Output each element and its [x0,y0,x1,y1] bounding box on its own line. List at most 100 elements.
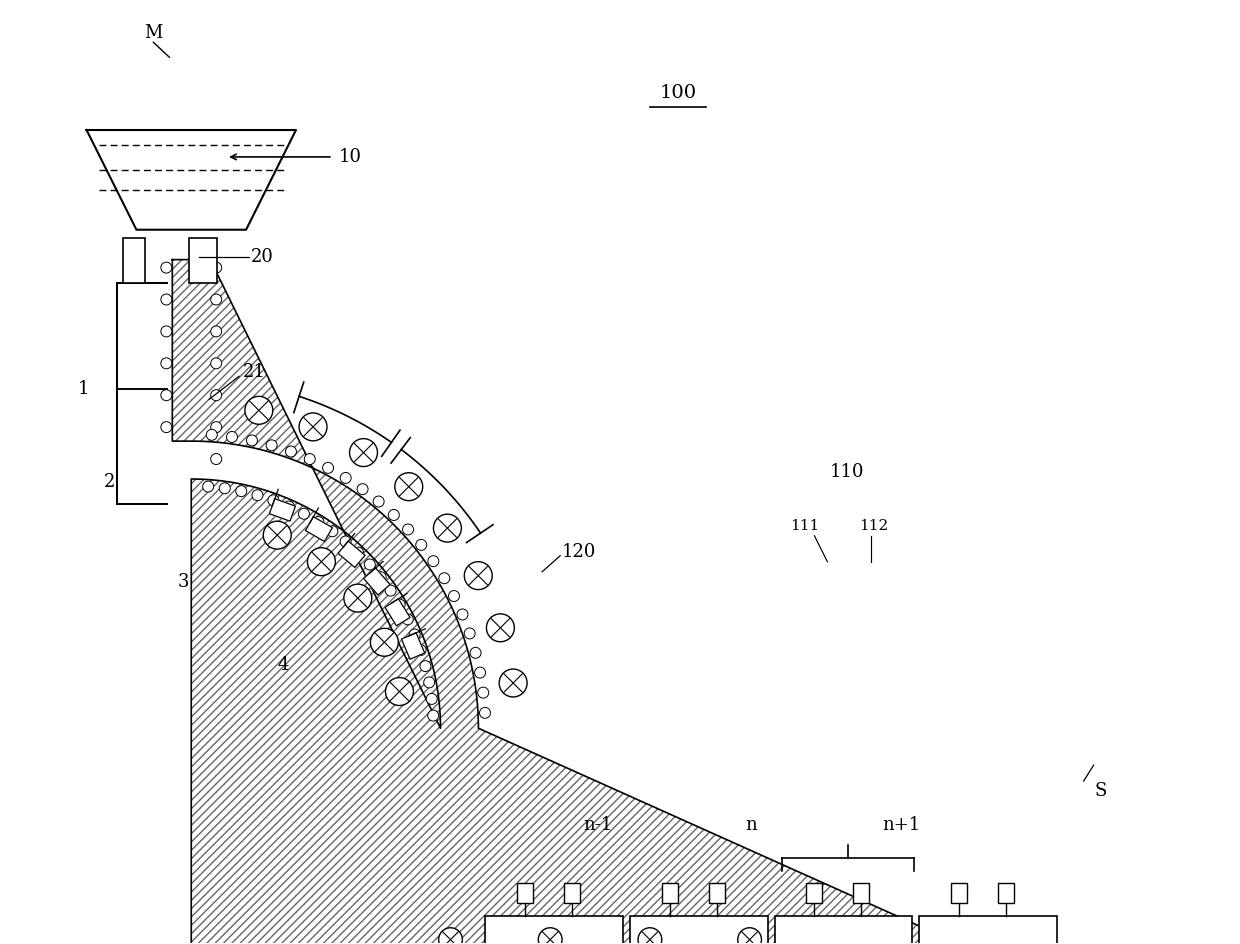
Circle shape [365,559,376,570]
Bar [709,883,724,902]
Circle shape [434,514,461,542]
Circle shape [211,326,222,337]
Polygon shape [87,130,296,229]
Circle shape [322,463,334,473]
Circle shape [415,539,427,550]
Circle shape [458,609,467,620]
Text: 112: 112 [859,519,889,532]
Circle shape [340,536,351,547]
Circle shape [439,928,463,944]
Circle shape [480,707,491,718]
Circle shape [284,501,294,512]
Circle shape [268,495,279,506]
Circle shape [247,435,258,446]
Circle shape [206,430,217,440]
Circle shape [202,481,213,492]
Text: n: n [745,816,758,834]
Circle shape [308,548,335,576]
Circle shape [464,628,475,639]
Circle shape [161,294,172,305]
Circle shape [211,453,222,464]
Text: n+1: n+1 [882,816,920,834]
Circle shape [227,431,237,443]
Circle shape [299,508,310,519]
Text: 21: 21 [243,363,267,381]
Circle shape [376,572,386,582]
Circle shape [403,524,413,535]
Polygon shape [402,632,424,659]
Circle shape [343,584,372,612]
Circle shape [340,472,351,483]
Text: 20: 20 [250,247,274,265]
Bar [998,883,1014,902]
Text: 1: 1 [78,380,89,398]
Circle shape [415,645,427,656]
Circle shape [538,928,562,944]
Circle shape [263,521,291,549]
Circle shape [252,490,263,500]
Circle shape [299,413,327,441]
Circle shape [464,562,492,590]
Circle shape [738,928,761,944]
Circle shape [244,396,273,424]
Circle shape [420,661,432,671]
Text: S: S [1095,782,1107,801]
Polygon shape [269,498,295,521]
Circle shape [402,614,413,625]
Circle shape [312,516,324,528]
Text: 100: 100 [660,84,697,102]
Circle shape [352,548,363,558]
Bar [919,916,1056,944]
Circle shape [327,526,337,537]
Circle shape [236,485,247,497]
Bar [485,916,622,944]
Polygon shape [339,541,365,567]
Bar [630,916,768,944]
Text: 111: 111 [790,519,820,532]
Text: 10: 10 [339,148,362,166]
Circle shape [475,667,486,678]
Bar [190,238,217,282]
Circle shape [386,585,396,596]
Circle shape [449,591,460,601]
Circle shape [373,496,384,507]
Circle shape [428,710,439,721]
Text: 110: 110 [830,463,864,481]
Polygon shape [384,598,410,626]
Polygon shape [363,568,391,595]
Circle shape [211,422,222,432]
Circle shape [388,510,399,520]
Circle shape [477,687,489,699]
Circle shape [424,677,435,688]
Bar [853,883,869,902]
Text: 3: 3 [177,573,188,591]
Bar [775,916,913,944]
Text: 2: 2 [104,473,115,491]
Circle shape [211,294,222,305]
Text: M: M [144,25,162,42]
Circle shape [211,358,222,369]
Bar [517,883,533,902]
Circle shape [350,439,377,466]
Circle shape [394,599,405,610]
Circle shape [267,440,277,451]
Circle shape [161,358,172,369]
Polygon shape [172,260,1118,944]
Circle shape [394,473,423,500]
Circle shape [219,482,231,494]
Circle shape [371,629,398,656]
Circle shape [161,326,172,337]
Circle shape [304,453,315,464]
Circle shape [486,614,515,642]
Circle shape [211,390,222,400]
Bar [564,883,580,902]
Circle shape [500,669,527,697]
Bar [951,883,967,902]
Circle shape [285,446,296,457]
Circle shape [470,648,481,658]
Circle shape [427,694,438,704]
Circle shape [161,422,172,432]
Circle shape [357,483,368,495]
Bar [662,883,678,902]
Circle shape [386,678,413,705]
